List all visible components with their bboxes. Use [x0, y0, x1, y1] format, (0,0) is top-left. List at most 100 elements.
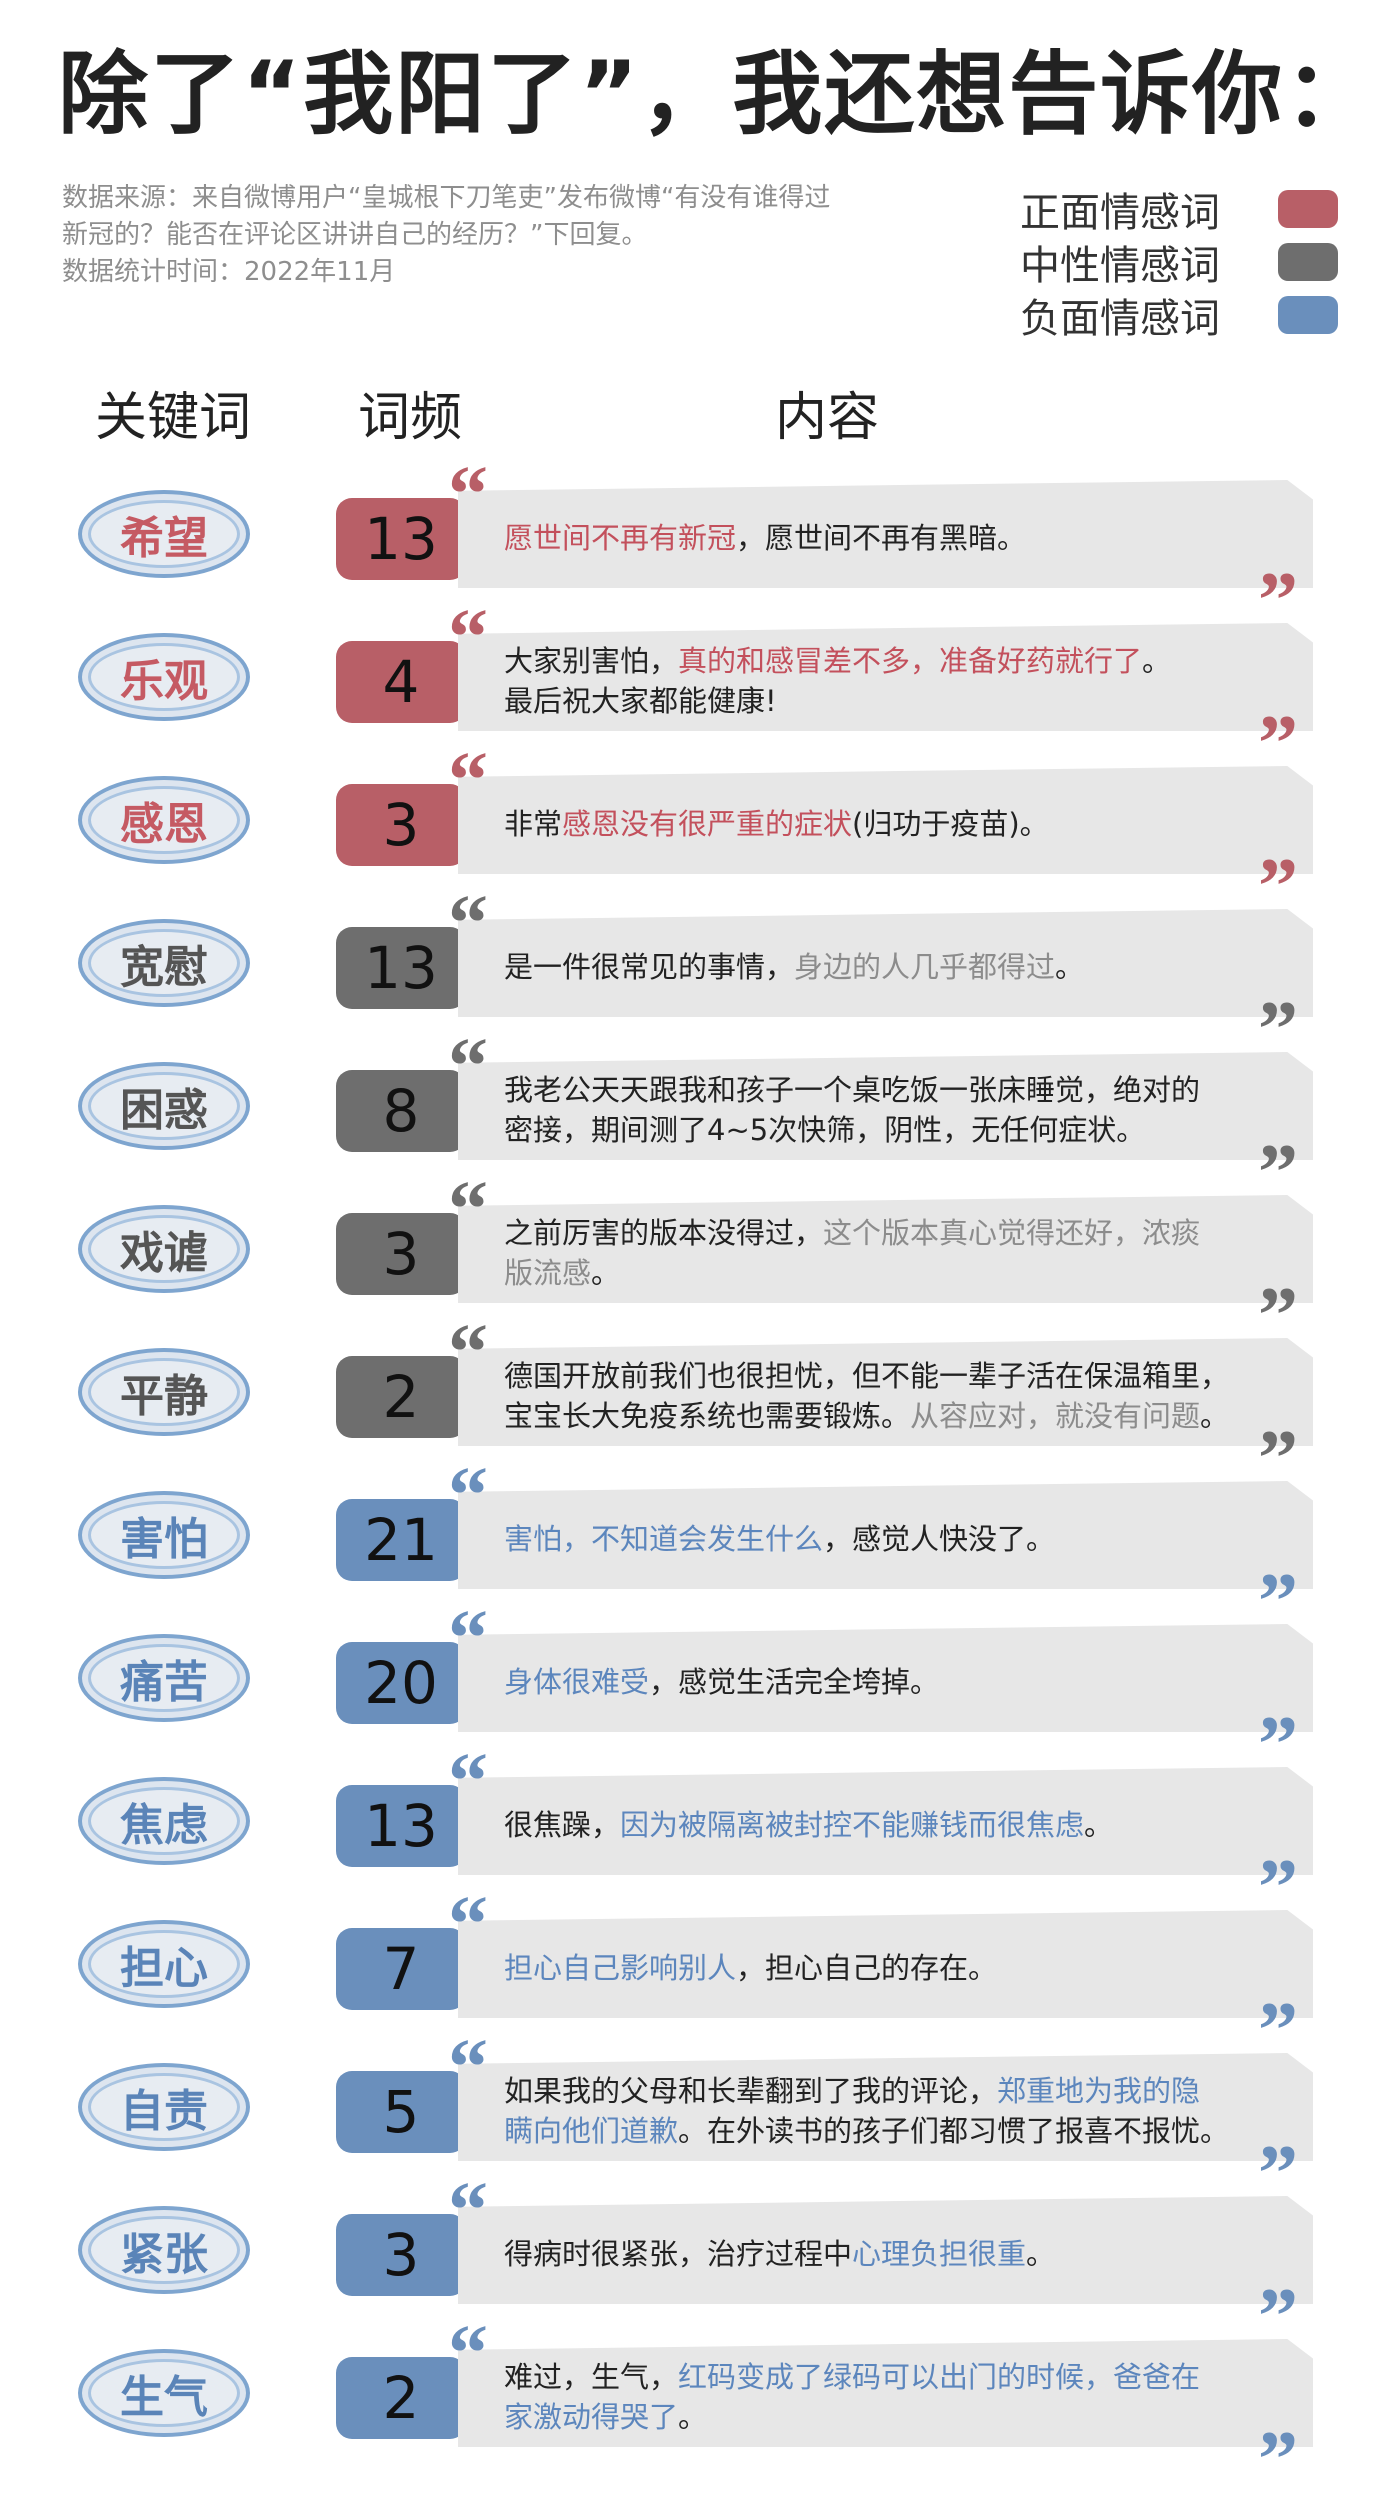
highlighted-text: 家激动得哭了: [504, 2400, 679, 2434]
keyword-row-4: 困惑 8 “ ” 我老公天天跟我和孩子一个桌吃饭一张床睡觉，绝对的 密接，期间测了…: [0, 1023, 1396, 1217]
keyword-label: 乐观: [88, 643, 240, 711]
quote-text: 非常感恩没有很严重的症状(归功于疫苗)。: [504, 804, 1294, 844]
quote-line: 身体很难受，感觉生活完全垮掉。: [504, 1662, 1294, 1702]
quote-segment: 。: [1055, 950, 1085, 984]
keyword-label: 焦虑: [88, 1787, 240, 1855]
open-quote-icon: “: [448, 1452, 488, 1540]
highlighted-text: 愿世间不再有新冠: [504, 521, 737, 555]
quote-segment: 密接，期间测了4~5次快筛，阴性，无任何症状。: [504, 1113, 1146, 1147]
keyword-row-11: 自责 5 “ ” 如果我的父母和长辈翻到了我的评论，郑重地为我的隐 瞒向他们道歉。…: [0, 2024, 1396, 2218]
frequency-badge: 2: [336, 1356, 466, 1438]
keyword-oval: 平静: [78, 1348, 250, 1436]
open-quote-icon: “: [448, 451, 488, 539]
quote-text: 得病时很紧张，治疗过程中心理负担很重。: [504, 2234, 1294, 2274]
frequency-badge: 8: [336, 1070, 466, 1152]
quote-segment: 宝宝长大免疫系统也需要锻炼。: [504, 1399, 911, 1433]
highlighted-text: 因为被隔离被封控不能赚钱而很焦虑: [620, 1808, 1085, 1842]
frequency-badge: 5: [336, 2071, 466, 2153]
open-quote-icon: “: [448, 737, 488, 825]
open-quote-icon: “: [448, 1166, 488, 1254]
quote-segment: 。: [591, 1256, 621, 1290]
frequency-badge: 3: [336, 1213, 466, 1295]
quote-segment: 德国开放前我们也很担忧，但不能一辈子活在保温箱里，: [504, 1359, 1230, 1393]
keyword-row-12: 紧张 3 “ ” 得病时很紧张，治疗过程中心理负担很重。: [0, 2167, 1396, 2361]
quote-line: 瞒向他们道歉。在外读书的孩子们都习惯了报喜不报忧。: [504, 2111, 1294, 2151]
quote-bubble: [458, 1767, 1313, 1875]
keyword-row-8: 痛苦 20 “ ” 身体很难受，感觉生活完全垮掉。: [0, 1595, 1396, 1789]
quote-segment: ，感觉生活完全垮掉。: [649, 1665, 940, 1699]
keyword-oval: 宽慰: [78, 919, 250, 1007]
column-headers: 关键词 词频 内容: [0, 375, 1396, 455]
frequency-badge: 13: [336, 498, 466, 580]
highlighted-text: 感恩没有很严重的症状: [562, 807, 853, 841]
quote-bubble: [458, 2053, 1313, 2161]
keyword-oval: 希望: [78, 490, 250, 578]
highlighted-text: 红码变成了绿码可以出门的时候，爸爸在: [678, 2360, 1201, 2394]
quote-bubble: [458, 2339, 1313, 2447]
quote-segment: 是一件很常见的事情，: [504, 950, 795, 984]
highlighted-text: 身体很难受: [504, 1665, 650, 1699]
quote-line: 大家别害怕，真的和感冒差不多，准备好药就行了。: [504, 641, 1294, 681]
quote-text: 如果我的父母和长辈翻到了我的评论，郑重地为我的隐 瞒向他们道歉。在外读书的孩子们都…: [504, 2071, 1294, 2151]
highlighted-text: 郑重地为我的隐: [997, 2074, 1201, 2108]
quote-line: 非常感恩没有很严重的症状(归功于疫苗)。: [504, 804, 1294, 844]
quote-line: 之前厉害的版本没得过，这个版本真心觉得还好，浓痰: [504, 1213, 1294, 1253]
keyword-label: 感恩: [88, 786, 240, 854]
keyword-row-0: 希望 13 “ ” 愿世间不再有新冠，愿世间不再有黑暗。: [0, 451, 1396, 645]
keyword-oval: 戏谑: [78, 1205, 250, 1293]
keyword-oval: 焦虑: [78, 1777, 250, 1865]
quote-line: 很焦躁，因为被隔离被封控不能赚钱而很焦虑。: [504, 1805, 1294, 1845]
frequency-badge: 20: [336, 1642, 466, 1724]
quote-segment: 。: [1142, 644, 1172, 678]
legend-item-neutral: 中性情感词: [1020, 235, 1360, 289]
open-quote-icon: “: [448, 2310, 488, 2398]
keyword-label: 生气: [88, 2359, 240, 2427]
keyword-label: 自责: [88, 2073, 240, 2141]
keyword-oval: 自责: [78, 2063, 250, 2151]
quote-line: 家激动得哭了。: [504, 2397, 1294, 2437]
quote-segment: 最后祝大家都能健康!: [504, 684, 777, 718]
quote-segment: 得病时很紧张，治疗过程中: [504, 2237, 853, 2271]
keyword-label: 困惑: [88, 1072, 240, 1140]
quote-segment: 非常: [504, 807, 563, 841]
quote-segment: ，担心自己的存在。: [736, 1951, 998, 1985]
quote-segment: 。: [1200, 1399, 1230, 1433]
quote-line: 我老公天天跟我和孩子一个桌吃饭一张床睡觉，绝对的: [504, 1070, 1294, 1110]
frequency-badge: 2: [336, 2357, 466, 2439]
quote-segment: 。: [1026, 2237, 1056, 2271]
frequency-badge: 3: [336, 784, 466, 866]
keyword-oval: 担心: [78, 1920, 250, 2008]
quote-line: 德国开放前我们也很担忧，但不能一辈子活在保温箱里，: [504, 1356, 1294, 1396]
keyword-row-9: 焦虑 13 “ ” 很焦躁，因为被隔离被封控不能赚钱而很焦虑。: [0, 1738, 1396, 1932]
keyword-row-3: 宽慰 13 “ ” 是一件很常见的事情，身边的人几乎都得过。: [0, 880, 1396, 1074]
open-quote-icon: “: [448, 1023, 488, 1111]
quote-segment: 。在外读书的孩子们都习惯了报喜不报忧。: [678, 2114, 1230, 2148]
keyword-oval: 痛苦: [78, 1634, 250, 1722]
quote-text: 很焦躁，因为被隔离被封控不能赚钱而很焦虑。: [504, 1805, 1294, 1845]
quote-bubble: [458, 1052, 1313, 1160]
legend-swatch-neutral: [1278, 242, 1338, 281]
open-quote-icon: “: [448, 594, 488, 682]
quote-line: 如果我的父母和长辈翻到了我的评论，郑重地为我的隐: [504, 2071, 1294, 2111]
keyword-label: 希望: [88, 500, 240, 568]
page-title: 除了“我阳了”，我还想告诉你：: [58, 42, 1377, 147]
open-quote-icon: “: [448, 1309, 488, 1397]
highlighted-text: 真的和感冒差不多，准备好药就行了: [678, 644, 1143, 678]
highlighted-text: 版流感: [504, 1256, 592, 1290]
keyword-row-7: 害怕 21 “ ” 害怕，不知道会发生什么，感觉人快没了。: [0, 1452, 1396, 1646]
legend-swatch-positive: [1278, 189, 1338, 228]
legend-item-negative: 负面情感词: [1020, 288, 1360, 342]
highlighted-text: 心理负担很重: [852, 2237, 1027, 2271]
keyword-oval: 困惑: [78, 1062, 250, 1150]
source-line-1: 数据来源：来自微博用户“皇城根下刀笔吏”发布微博“有没有谁得过: [62, 183, 831, 213]
quote-bubble: [458, 1338, 1313, 1446]
data-source-note: 数据来源：来自微博用户“皇城根下刀笔吏”发布微博“有没有谁得过 新冠的？能否在评…: [62, 180, 1022, 291]
quote-line: 宝宝长大免疫系统也需要锻炼。从容应对，就没有问题。: [504, 1396, 1294, 1436]
quote-line: 密接，期间测了4~5次快筛，阴性，无任何症状。: [504, 1110, 1294, 1150]
highlighted-text: 身边的人几乎都得过: [794, 950, 1056, 984]
frequency-badge: 13: [336, 1785, 466, 1867]
quote-segment: 之前厉害的版本没得过，: [504, 1216, 824, 1250]
frequency-badge: 4: [336, 641, 466, 723]
quote-line: 担心自己影响别人，担心自己的存在。: [504, 1948, 1294, 1988]
quote-bubble: [458, 1195, 1313, 1303]
